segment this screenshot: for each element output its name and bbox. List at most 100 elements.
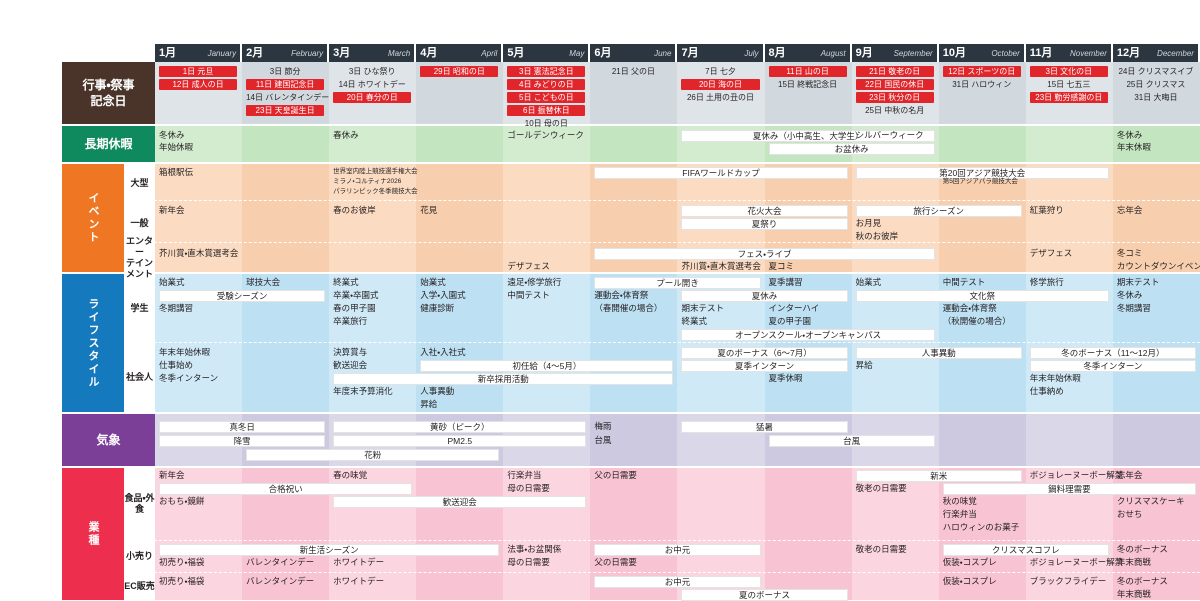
vacation-label: シルバーウィーク [855, 130, 924, 140]
category-long-vacation-line-0: 長期休暇 [84, 137, 133, 151]
holiday-chip: 29日 昭和の日 [420, 66, 499, 77]
band-lifestyle [155, 274, 1200, 412]
subcategory-food-line-0: 食品・外食 [124, 493, 155, 514]
holiday-chip: 23日 天皇誕生日 [246, 105, 325, 116]
month-column-4 [416, 164, 504, 272]
student-label: 終業式 [681, 316, 707, 326]
student-label: （秋開催の場合） [942, 316, 1011, 326]
month-label-en: May [569, 49, 585, 58]
vacation-label: 春休み [333, 130, 359, 140]
month-column-9 [851, 468, 939, 600]
category-weather-line-0: 気象 [96, 433, 121, 447]
student-label: 始業式 [159, 277, 185, 287]
month-label-jp: 10月 [942, 47, 966, 59]
student-bar: 夏休み [681, 290, 848, 302]
anniversary-label: 15日 終戦記念日 [778, 80, 838, 89]
group-separator [62, 272, 1200, 274]
anniversary-label: 14日 ホワイトデー [338, 80, 406, 89]
event-entertainment-label: カウントダウンイベント [1116, 261, 1200, 271]
category-event: イベント [62, 164, 124, 272]
vacation-label: ゴールデンウィーク [507, 130, 584, 140]
month-column-12 [1112, 164, 1200, 272]
month-column-3 [329, 274, 417, 412]
food-bar: 歓送迎会 [333, 496, 587, 508]
retail-label: 年末商戦 [1116, 557, 1151, 567]
event-entertainment-label: デザフェス [1029, 248, 1073, 258]
month-column-10 [938, 414, 1026, 466]
retail-label: 母の日需要 [507, 557, 550, 567]
subcategory-retail: 小売り [124, 540, 155, 572]
student-label: 冬期講習 [159, 303, 194, 313]
worker-label: 歓送迎会 [333, 360, 368, 370]
event-entertainment-label: 夏コミ [768, 261, 795, 271]
event-general-label: 新年会 [159, 205, 185, 215]
event-large-label: 第5回アジアパラ競技大会 [942, 178, 1018, 185]
month-column-3 [329, 126, 417, 162]
month-column-2 [242, 164, 330, 272]
month-column-2 [242, 126, 330, 162]
event-entertainment-label: デザフェス [507, 261, 550, 271]
food-label: 母の日需要 [507, 483, 550, 493]
retail-label: 敬老の日需要 [855, 544, 907, 554]
month-column-5 [503, 164, 591, 272]
month-header-4: 4月 April [416, 44, 504, 62]
student-label: 運動会・体育祭 [594, 290, 649, 300]
event-entertainment-label: 芥川賞・直木賞選考会 [159, 248, 239, 258]
student-label: 冬期講習 [1116, 303, 1151, 313]
month-column-11 [1025, 126, 1113, 162]
retail-label: 父の日需要 [594, 557, 637, 567]
subcategory-event-general: 一般 [124, 202, 155, 244]
category-events-holidays-line-1: 記念日 [90, 94, 127, 108]
month-label-en: July [744, 49, 759, 58]
category-industry: 業種 [62, 468, 124, 600]
worker-bar: 夏のボーナス（6〜7月） [681, 347, 848, 359]
subcategory-event-entertainment-line-1: テインメント [125, 258, 153, 279]
student-bar: 受験シーズン [159, 290, 326, 302]
anniversary-label: 3日 節分 [269, 67, 301, 76]
retail-label: ホワイトデー [333, 557, 385, 567]
subcategory-student-line-0: 学生 [130, 302, 149, 313]
month-column-12 [1112, 274, 1200, 412]
vacation-label: 年始休暇 [159, 142, 194, 152]
subcategory-food: 食品・外食 [124, 468, 155, 540]
month-column-12 [1112, 126, 1200, 162]
holiday-chip: 22日 国民の休日 [855, 79, 934, 90]
month-column-1 [155, 126, 243, 162]
worker-label: 冬季インターン [159, 373, 219, 383]
category-events-holidays: 行事・祭事 記念日 [62, 62, 155, 124]
student-label: （春開催の場合） [594, 303, 663, 313]
subrow-divider [124, 572, 1200, 573]
student-label: 夏季講習 [768, 277, 803, 287]
food-label: おせち [1116, 509, 1143, 519]
anniversary-label: 31日 ハロウィン [952, 80, 1012, 89]
vacation-bar: お盆休み [768, 143, 935, 155]
anniversary-label: 10日 母の日 [524, 119, 568, 128]
month-label-en: February [291, 49, 324, 58]
food-bar: 新米 [855, 470, 1022, 482]
event-general-bar: 花火大会 [681, 205, 848, 217]
month-label-en: June [654, 49, 672, 58]
subrow-divider [124, 200, 1200, 201]
month-column-12 [1112, 414, 1200, 466]
vacation-label: 冬休み [1116, 130, 1143, 140]
subrow-divider [124, 342, 1200, 343]
event-general-label: 紅葉狩り [1029, 205, 1064, 215]
anniversary-label: 24日 クリスマスイブ [1118, 67, 1194, 76]
subcategory-event-large: 大型 [124, 164, 155, 202]
weather-label: 梅雨 [594, 421, 612, 431]
event-large-label: 箱根駅伝 [159, 167, 194, 177]
student-label: 遠足・修学旅行 [507, 277, 562, 287]
anniversary-label: 21日 父の日 [611, 67, 655, 76]
month-column-5 [503, 126, 591, 162]
month-header-12: 12月 December [1112, 44, 1200, 62]
worker-label: 人事異動 [420, 386, 455, 396]
retail-label: バレンタインデー [246, 557, 315, 567]
ec-label: 年末商戦 [1116, 589, 1151, 599]
holiday-chip: 6日 振替休日 [507, 105, 586, 116]
holiday-chip: 21日 敬老の日 [855, 66, 934, 77]
student-label: 中間テスト [507, 290, 550, 300]
event-large-bar: 第20回アジア競技大会 [855, 167, 1109, 179]
food-bar: 合格祝い [159, 483, 413, 495]
event-general-label: 忘年会 [1116, 205, 1143, 215]
holiday-chip: 23日 秋分の日 [855, 92, 934, 103]
